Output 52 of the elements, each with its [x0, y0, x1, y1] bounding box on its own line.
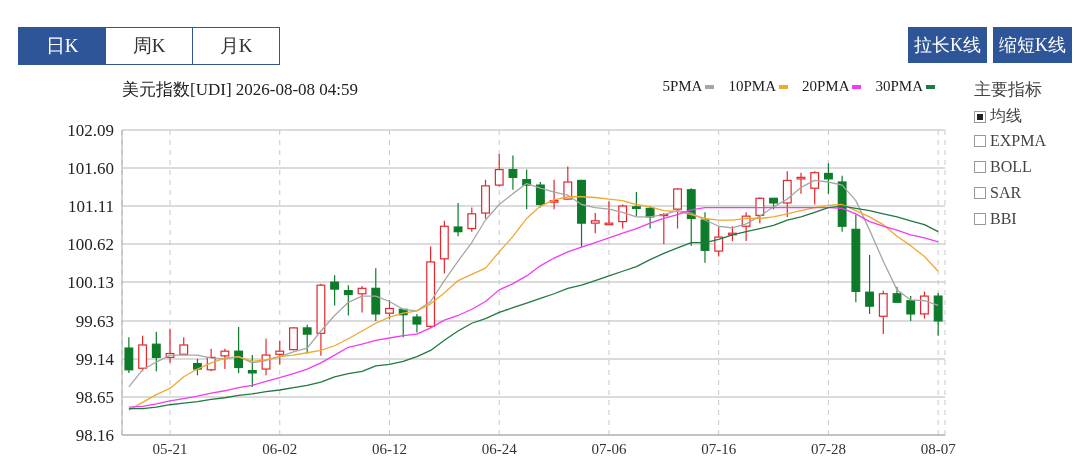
x-tick-label: 07-06 [591, 440, 627, 457]
candlestick [302, 324, 312, 355]
candlestick [865, 254, 875, 315]
candlestick [357, 285, 367, 313]
legend-label: 30PMA [875, 78, 923, 95]
candlestick [343, 284, 353, 317]
text: 拉长K线 [908, 27, 987, 63]
x-tick-label: 06-12 [371, 440, 407, 457]
text: SAR [990, 184, 1022, 202]
candlestick [631, 191, 641, 217]
y-tick-label: 101.60 [67, 159, 114, 179]
candlestick [124, 336, 134, 374]
candlestick [151, 331, 161, 372]
x-tick-label: 07-16 [701, 440, 737, 457]
text: 均线 [990, 106, 1022, 126]
x-tick-label: 06-24 [481, 440, 518, 457]
candlestick [508, 155, 518, 191]
x-tick-label: 06-02 [262, 440, 298, 457]
y-tick-label: 99.63 [75, 311, 114, 331]
x-tick-label: 05-21 [152, 440, 188, 457]
text: 缩短K线 [993, 27, 1072, 63]
candlestick [330, 274, 340, 306]
legend-label: 10PMA [728, 78, 776, 95]
legend-label: 20PMA [801, 78, 850, 95]
candlestick [535, 181, 545, 209]
candlestick [316, 283, 326, 357]
candlestick [412, 313, 422, 334]
text: 主要指标 [974, 79, 1042, 101]
legend-label: 5PMA [662, 78, 703, 95]
x-tick-label: 08-07 [920, 440, 957, 457]
candlestick [549, 179, 559, 210]
text: BBI [990, 210, 1017, 228]
text: 日K [18, 27, 106, 65]
y-tick-label: 101.11 [67, 197, 114, 217]
text: 周K [105, 27, 193, 65]
candlestick [906, 295, 916, 322]
chart-title: 美元指数[UDI] 2026-08-08 04:59 [122, 79, 359, 101]
y-tick-label: 98.16 [75, 426, 114, 446]
text: EXPMA [990, 132, 1047, 150]
text: BOLL [990, 158, 1032, 176]
y-tick-label: 100.13 [67, 273, 114, 293]
candlestick [796, 172, 806, 195]
y-tick-label: 102.09 [67, 121, 114, 141]
candlestick [234, 326, 244, 374]
y-tick-label: 98.65 [75, 388, 114, 408]
y-tick-label: 99.14 [75, 349, 115, 369]
y-tick-label: 100.62 [67, 235, 114, 255]
candlestick [453, 202, 463, 237]
candlestick [823, 162, 833, 195]
candlestick [247, 354, 257, 388]
text: 月K [192, 27, 280, 65]
x-tick-label: 07-28 [810, 440, 846, 457]
